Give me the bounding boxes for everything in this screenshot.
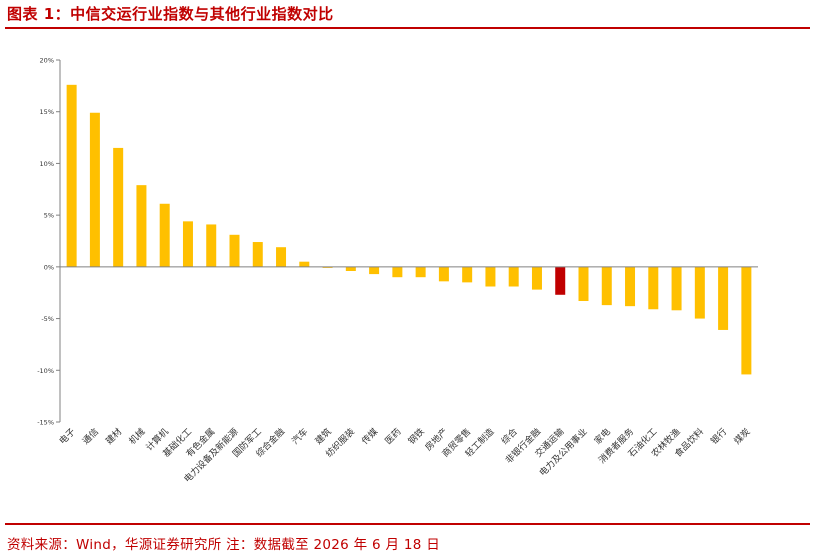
bar-22 <box>555 266 566 295</box>
category-label: 钢铁 <box>406 426 427 447</box>
y-tick-label: 10% <box>40 160 54 168</box>
bar-7 <box>206 224 217 267</box>
bar-1 <box>66 84 77 267</box>
y-tick-label: -5% <box>41 315 54 323</box>
bar-20 <box>508 266 519 287</box>
bar-25 <box>625 266 636 307</box>
bar-19 <box>485 266 496 287</box>
bar-21 <box>531 266 542 290</box>
bar-12 <box>322 266 333 268</box>
y-tick-label: -10% <box>37 367 54 375</box>
bar-8 <box>229 234 240 267</box>
bar-3 <box>113 147 124 267</box>
bar-17 <box>438 266 449 282</box>
bar-23 <box>578 266 589 301</box>
source-note: 资料来源：Wind，华源证券研究所 注：数据截至 2026 年 6 月 18 日 <box>7 537 441 553</box>
category-label: 建筑 <box>312 426 333 447</box>
bar-27 <box>671 266 682 311</box>
bars <box>66 84 752 375</box>
title-rule <box>5 27 810 29</box>
category-label: 通信 <box>80 426 101 447</box>
footer-rule <box>5 523 810 525</box>
category-label: 家电 <box>592 426 613 447</box>
category-label: 医药 <box>383 426 404 447</box>
y-tick-label: 20% <box>40 57 54 65</box>
bar-28 <box>694 266 705 319</box>
y-axis: 20% 15% 10% 5% 0% -5% -10% -15% <box>37 57 61 427</box>
chart-title: 图表 1：中信交运行业指数与其他行业指数对比 <box>7 5 334 23</box>
category-label: 电子 <box>57 426 78 447</box>
y-tick-label: 15% <box>40 108 54 116</box>
y-tick-label: 0% <box>44 263 54 271</box>
bar-14 <box>369 266 380 275</box>
y-tick-label: 5% <box>44 212 54 220</box>
bar-24 <box>601 266 612 306</box>
bar-5 <box>159 203 170 267</box>
bar-26 <box>648 266 659 310</box>
bar-chart: 20% 15% 10% 5% 0% -5% -10% -15% 电子 通信 建材 机械计算机基础化工… <box>37 57 758 485</box>
bar-13 <box>345 266 356 271</box>
category-label: 综合 <box>499 426 520 447</box>
bar-4 <box>136 185 147 267</box>
category-label: 建材 <box>103 426 124 447</box>
bar-11 <box>299 261 310 267</box>
y-tick-label: -15% <box>37 419 54 427</box>
bar-15 <box>392 266 403 278</box>
category-label: 煤炭 <box>731 426 752 447</box>
bar-2 <box>89 112 100 267</box>
bar-29 <box>718 266 729 330</box>
category-label: 汽车 <box>289 426 310 447</box>
bar-10 <box>276 247 287 267</box>
bar-16 <box>415 266 426 278</box>
bar-30 <box>741 266 752 375</box>
bar-6 <box>182 221 193 267</box>
bar-18 <box>462 266 473 283</box>
bar-9 <box>252 242 263 267</box>
category-label: 机械 <box>126 426 147 447</box>
category-label: 传媒 <box>359 426 380 447</box>
category-label: 银行 <box>708 426 729 447</box>
